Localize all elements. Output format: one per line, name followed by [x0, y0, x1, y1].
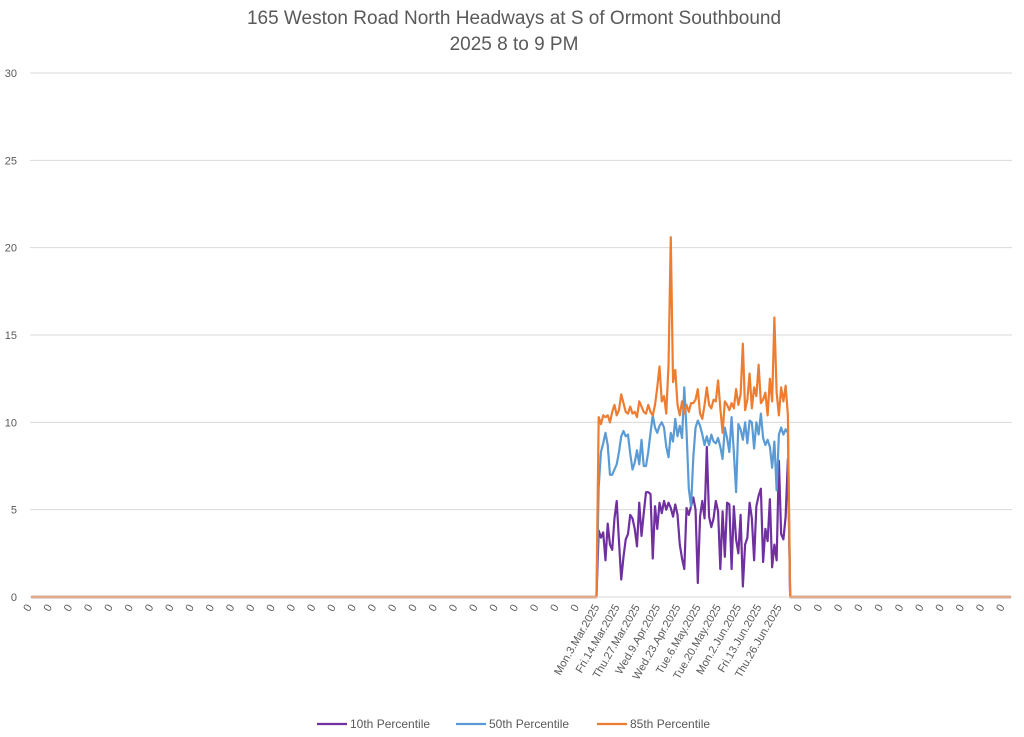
- x-tick-label: 0: [974, 603, 987, 614]
- x-tick-label: 0: [933, 603, 946, 614]
- x-tick-label: 0: [366, 603, 379, 614]
- x-tick-label: 0: [163, 603, 176, 614]
- x-tick-label: 0: [792, 603, 805, 614]
- x-tick-label: 0: [244, 603, 257, 614]
- x-tick-label: 0: [954, 603, 967, 614]
- x-tick-label: 0: [305, 603, 318, 614]
- x-tick-label: 0: [994, 603, 1007, 614]
- x-tick-label: 0: [447, 603, 460, 614]
- x-tick-label: 0: [204, 603, 217, 614]
- legend-label: 50th Percentile: [489, 717, 569, 731]
- legend: 10th Percentile 50th Percentile 85th Perce…: [317, 717, 710, 731]
- y-tick-label: 20: [5, 243, 17, 255]
- y-tick-label: 15: [5, 330, 17, 342]
- x-tick-label: 0: [102, 603, 115, 614]
- x-tick-label: 0: [873, 603, 886, 614]
- x-tick-label: 0: [325, 603, 338, 614]
- legend-label: 85th Percentile: [630, 717, 710, 731]
- x-tick-label: 0: [893, 603, 906, 614]
- y-tick-label: 10: [5, 417, 17, 429]
- x-tick-label: 0: [143, 603, 156, 614]
- x-tick-label: 0: [427, 603, 440, 614]
- x-tick-label: 0: [528, 603, 541, 614]
- gridlines: [30, 72, 1012, 511]
- x-tick-label: 0: [183, 603, 196, 614]
- x-tick-label: 0: [913, 603, 926, 614]
- y-tick-label: 25: [5, 155, 17, 167]
- y-tick-label: 30: [5, 68, 17, 80]
- chart-subtitle: 2025 8 to 9 PM: [450, 34, 579, 55]
- x-tick-label: 0: [386, 603, 399, 614]
- x-tick-label: 0: [285, 603, 298, 614]
- y-tick-label: 5: [11, 505, 17, 517]
- x-tick-label: 0: [224, 603, 237, 614]
- x-tick-label: 0: [42, 603, 55, 614]
- x-tick-label: 0: [21, 603, 34, 614]
- x-tick-label: 0: [832, 603, 845, 614]
- x-tick-label: 0: [569, 603, 582, 614]
- y-tick-label: 0: [11, 592, 17, 604]
- x-tick-label: 0: [508, 603, 521, 614]
- x-tick-label: 0: [62, 603, 75, 614]
- x-tick-label: 0: [123, 603, 136, 614]
- x-tick-label: 0: [406, 603, 419, 614]
- x-tick-label: 0: [265, 603, 278, 614]
- x-tick-label: 0: [812, 603, 825, 614]
- x-tick-label: 0: [852, 603, 865, 614]
- chart-title: 165 Weston Road North Headways at S of O…: [247, 8, 781, 29]
- x-tick-label: 0: [548, 603, 561, 614]
- x-tick-label: 0: [467, 603, 480, 614]
- x-tick-label: 0: [346, 603, 359, 614]
- y-axis-tick-labels: 0 5 10 15 20 25 30: [5, 68, 17, 604]
- legend-label: 10th Percentile: [350, 717, 430, 731]
- x-tick-label: 0: [487, 603, 500, 614]
- x-tick-label: 0: [82, 603, 95, 614]
